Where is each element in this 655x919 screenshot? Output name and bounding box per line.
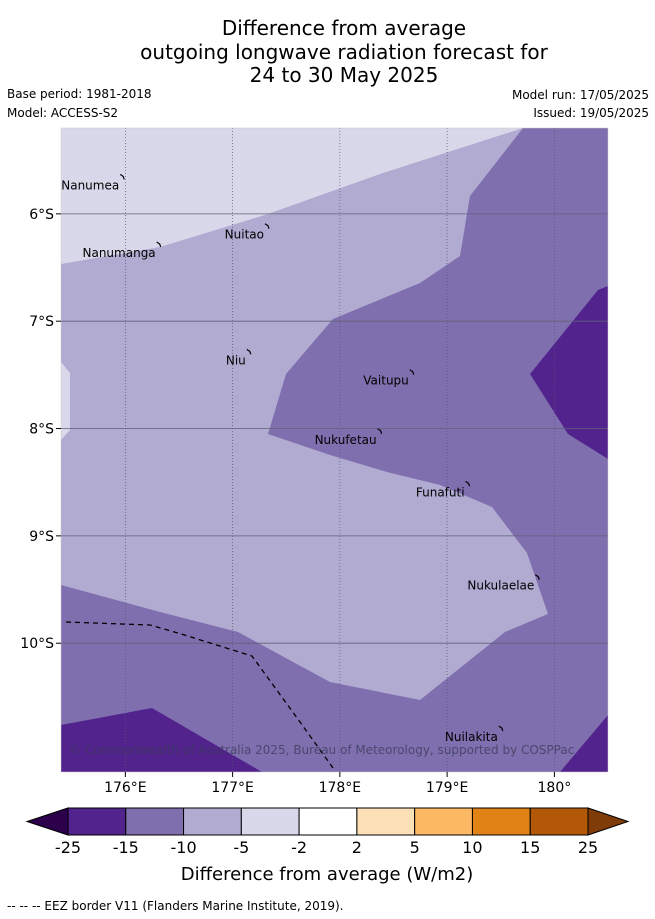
model-name: Model: ACCESS-S2 [7,106,119,120]
island-outline [246,348,252,355]
y-tick-label: 6°S [29,207,54,223]
colorbar-tick-label: 5 [410,838,420,857]
band-minus15-minus10 [61,128,608,772]
island-outline [377,428,383,434]
colorbar-tick-label: 25 [578,838,598,857]
colorbar-segment [356,807,416,836]
colorbar-segment [183,807,242,836]
colorbar-tick-label: 15 [520,838,540,857]
colorbar-segment [298,807,358,836]
x-tick-label: 178°E [319,780,362,796]
band-minus5-minus2-west [61,362,70,440]
title-line-1: Difference from average [221,16,467,40]
colorbar-segment [529,807,589,836]
colorbar-segment [240,807,300,836]
band-minus5-minus2-north [61,128,523,264]
grid-lines [61,128,608,772]
island-label: Nanumanga [83,246,156,260]
island-label: Nukufetau [315,433,377,447]
island-label: Vaitupu [363,374,409,388]
colorbar: -25 -15 -10 -5 -2 2 5 10 15 25 [25,807,630,857]
band-minus25-minus15-east [530,286,608,459]
x-tick-label: 177°E [211,780,254,796]
island-labels: Nanumea Nuitao Nanumanga Niu Vaitupu Nukufeta… [61,173,540,744]
x-tick-label: 176°E [104,780,147,796]
title-line-2: outgoing longwave radiation forecast for [140,39,548,64]
band-minus25-minus15-southwest [61,708,262,772]
island-label: Niu [226,353,246,367]
island-label: Nuilakita [445,730,498,744]
island-outline [156,241,162,248]
title-line-3: 24 to 30 May 2025 [249,63,439,87]
map-title: Difference from average outgoing longwav… [0,16,655,88]
colorbar-segment [67,807,127,836]
colorbar-tick-label: 10 [462,838,482,857]
y-tick-label: 7°S [29,314,54,330]
model-run: Model run: 17/05/2025 [511,88,649,102]
map-frame [60,127,609,773]
colorbar-tick-label: -5 [233,838,249,857]
island-outline [264,223,270,229]
y-tick-label: 8°S [29,422,54,438]
x-tick-label: 179°E [426,780,469,796]
colorbar-tick-label: 2 [352,838,362,857]
island-outline [409,369,415,375]
colorbar-tick-label: -25 [55,838,81,857]
colorbar-over-arrow [587,807,630,836]
colorbar-segment [125,807,185,836]
issued-date: Issued: 19/05/2025 [533,106,649,120]
colorbar-tick-label: -10 [170,838,196,857]
x-tick-label: 180° [538,780,572,796]
island-label: Nanumea [61,178,119,192]
colorbar-segment [471,807,531,836]
island-outline [119,173,125,180]
colorbar-tick-label: -2 [291,838,307,857]
colorbar-tick-label: -15 [113,838,139,857]
eez-footnote: -- -- -- EEZ border V11 (Flanders Marine… [7,899,344,913]
y-tick-label: 10°S [20,636,54,652]
island-label: Nukulaelae [467,579,534,593]
colorbar-label: Difference from average (W/m2) [181,864,473,885]
contour-fill [61,128,608,772]
island-outline [534,574,540,580]
island-outline [465,480,471,487]
band-minus25-minus15-southeast [560,715,608,772]
colorbar-under-arrow [25,807,69,836]
island-label: Nuitao [225,228,264,242]
copyright-notice: © Commonwealth of Australia 2025, Bureau… [69,743,574,757]
forecast-map: Nanumea Nuitao Nanumanga Niu Vaitupu Nukufeta… [20,127,630,885]
y-tick-label: 9°S [29,529,54,545]
island-label: Funafuti [416,485,465,499]
map-axes: 176°E 177°E 178°E 179°E 180° 6°S 7°S 8°S 9°S 10°S [20,207,571,796]
eez-border-line [65,621,334,769]
base-period: Base period: 1981-2018 [7,87,152,101]
colorbar-segment [414,807,473,836]
island-outline [498,725,504,732]
